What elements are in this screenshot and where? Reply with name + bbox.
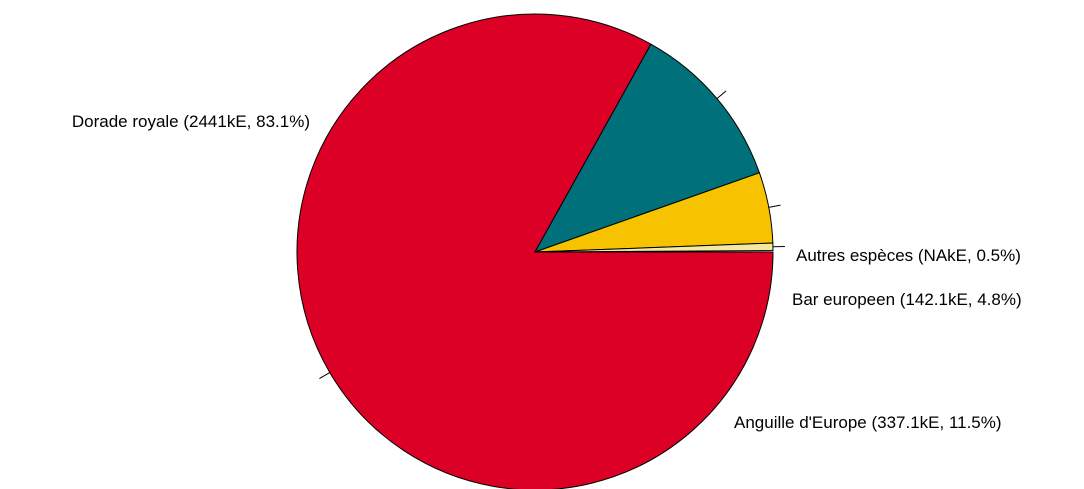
slice-label: Anguille d'Europe (337.1kE, 11.5%) bbox=[734, 413, 1002, 432]
leader-line bbox=[768, 204, 781, 208]
slice-label: Autres espèces (NAkE, 0.5%) bbox=[796, 246, 1021, 265]
leader-line bbox=[716, 90, 727, 99]
slice-label: Bar europeen (142.1kE, 4.8%) bbox=[792, 290, 1022, 309]
pie-slice-autres-esp-ces bbox=[534, 242, 774, 253]
leader-line bbox=[319, 372, 331, 380]
slice-label: Dorade royale (2441kE, 83.1%) bbox=[72, 112, 310, 131]
